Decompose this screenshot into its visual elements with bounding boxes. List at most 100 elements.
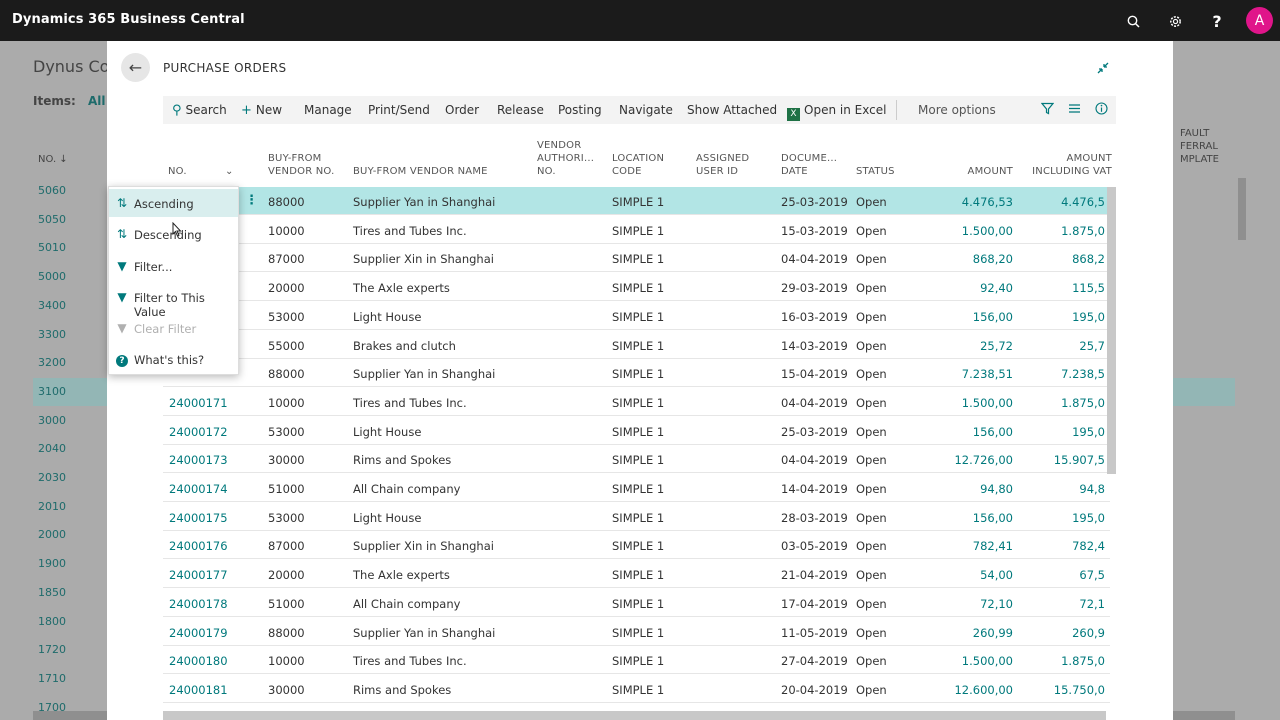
cell-amount-incl-vat[interactable]: 260,9 — [1072, 625, 1105, 640]
vertical-scrollbar[interactable] — [1107, 187, 1116, 474]
table-row[interactable]: 10000 Tires and Tubes Inc. SIMPLE 1 15-03-2… — [163, 216, 1110, 244]
table-row[interactable]: 24000180 10000 Tires and Tubes Inc. SIMPLE … — [163, 646, 1110, 675]
column-header-amount[interactable]: AMOUNT — [967, 166, 1013, 177]
row-actions-icon[interactable]: ⋮ — [245, 193, 258, 208]
manage-menu[interactable]: Manage — [304, 103, 352, 117]
open-in-excel-button[interactable]: X Open in Excel — [787, 103, 886, 121]
column-header-no[interactable]: NO. ⌄ — [168, 165, 233, 178]
table-row[interactable]: 24000178 51000 All Chain company SIMPLE 1 17… — [163, 589, 1110, 617]
cell-amount-incl-vat[interactable]: 25,7 — [1079, 338, 1105, 353]
menu-item-ascending[interactable]: ⇅ Ascending — [109, 189, 238, 217]
column-header-amount-incl-vat[interactable]: AMOUNT INCLUDING VAT — [1018, 152, 1112, 178]
cell-amount-incl-vat[interactable]: 868,2 — [1072, 252, 1105, 267]
table-row[interactable]: 24000179 88000 Supplier Yan in Shanghai SIM… — [163, 618, 1110, 646]
cell-no[interactable]: 24000179 — [169, 625, 228, 640]
cell-no[interactable]: 24000171 — [169, 395, 228, 410]
cell-amount[interactable]: 1.500,00 — [961, 223, 1013, 238]
cell-amount-incl-vat[interactable]: 1.875,0 — [1061, 395, 1105, 410]
cell-no[interactable]: 24000174 — [169, 482, 228, 496]
cell-amount[interactable]: 92,40 — [980, 281, 1013, 296]
table-row[interactable]: 24000174 51000 All Chain company SIMPLE 1 14… — [163, 474, 1110, 502]
cell-amount[interactable]: 4.476,53 — [961, 195, 1013, 209]
table-row[interactable]: 20000 The Axle experts SIMPLE 1 29-03-2019 O… — [163, 273, 1110, 302]
cell-amount-incl-vat[interactable]: 94,8 — [1079, 482, 1105, 496]
show-attached-button[interactable]: Show Attached — [687, 103, 778, 117]
order-menu[interactable]: Order — [445, 103, 480, 117]
menu-item-filter-to-value[interactable]: ▼ Filter to This Value — [109, 283, 238, 319]
cell-amount[interactable]: 12.600,00 — [954, 682, 1013, 697]
cell-amount-incl-vat[interactable]: 4.476,5 — [1061, 195, 1105, 209]
help-icon[interactable]: ? — [1212, 11, 1222, 31]
cell-no[interactable]: 24000173 — [169, 453, 228, 468]
cell-amount[interactable]: 156,00 — [972, 424, 1013, 439]
cell-amount[interactable]: 7.238,51 — [961, 367, 1013, 382]
cell-no[interactable]: 24000181 — [169, 682, 228, 697]
cell-no[interactable]: 24000177 — [169, 568, 228, 583]
cell-amount[interactable]: 72,10 — [980, 596, 1013, 611]
info-icon[interactable] — [1095, 102, 1108, 119]
navigate-menu[interactable]: Navigate — [619, 103, 673, 117]
cell-amount[interactable]: 156,00 — [972, 309, 1013, 324]
column-header-status[interactable]: STATUS — [856, 166, 895, 177]
cell-no[interactable]: 24000176 — [169, 539, 228, 554]
search-button[interactable]: ⚲ Search — [172, 103, 227, 118]
menu-item-descending[interactable]: ⇅ Descending — [109, 220, 238, 248]
table-row[interactable]: 88000 Supplier Yan in Shanghai SIMPLE 1 15-… — [163, 359, 1110, 388]
cell-amount[interactable]: 12.726,00 — [954, 453, 1013, 468]
table-row[interactable]: 55000 Brakes and clutch SIMPLE 1 14-03-2019… — [163, 331, 1110, 359]
cell-amount-incl-vat[interactable]: 195,0 — [1072, 309, 1105, 324]
table-row[interactable]: 24000181 30000 Rims and Spokes SIMPLE 1 20-0… — [163, 675, 1110, 703]
cell-amount-incl-vat[interactable]: 15.907,5 — [1053, 453, 1105, 468]
table-row[interactable]: 87000 Supplier Xin in Shanghai SIMPLE 1 04-… — [163, 244, 1110, 273]
table-row[interactable]: 88000 Supplier Yan in Shanghai SIMPLE 1 25-… — [163, 187, 1110, 215]
chevron-down-icon[interactable]: ⌄ — [225, 166, 234, 177]
cell-no[interactable]: 24000180 — [169, 654, 228, 669]
cell-amount-incl-vat[interactable]: 7.238,5 — [1061, 367, 1105, 382]
column-header-location[interactable]: LOCATION CODE — [612, 152, 664, 178]
table-row[interactable]: 53000 Light House SIMPLE 1 16-03-2019 Open 15… — [163, 302, 1110, 330]
table-row[interactable]: 24000176 87000 Supplier Xin in Shanghai SIM… — [163, 531, 1110, 560]
cell-amount-incl-vat[interactable]: 15.750,0 — [1053, 682, 1105, 697]
cell-no[interactable]: 24000172 — [169, 424, 228, 439]
cell-amount[interactable]: 260,99 — [972, 625, 1013, 640]
cell-amount[interactable]: 868,20 — [972, 252, 1013, 267]
column-header-vendor-name[interactable]: BUY-FROM VENDOR NAME — [353, 166, 488, 177]
app-title[interactable]: Dynamics 365 Business Central — [12, 12, 245, 27]
cell-amount[interactable]: 782,41 — [972, 539, 1013, 554]
table-row[interactable]: 24000177 20000 The Axle experts SIMPLE 1 21-… — [163, 560, 1110, 589]
cell-amount-incl-vat[interactable]: 1.875,0 — [1061, 223, 1105, 238]
print-send-menu[interactable]: Print/Send — [368, 103, 430, 117]
cell-amount-incl-vat[interactable]: 195,0 — [1072, 510, 1105, 525]
column-header-vendor-no[interactable]: BUY-FROM VENDOR NO. — [268, 152, 334, 178]
cell-amount-incl-vat[interactable]: 67,5 — [1079, 568, 1105, 583]
more-options-button[interactable]: More options — [918, 103, 996, 117]
cell-no[interactable]: 24000175 — [169, 510, 228, 525]
table-row[interactable]: 24000172 53000 Light House SIMPLE 1 25-03-20… — [163, 417, 1110, 445]
cell-amount[interactable]: 94,80 — [980, 482, 1013, 496]
filter-icon[interactable] — [1040, 102, 1055, 119]
cell-amount[interactable]: 156,00 — [972, 510, 1013, 525]
cell-amount[interactable]: 25,72 — [980, 338, 1013, 353]
column-header-assigned-user[interactable]: ASSIGNED USER ID — [696, 152, 749, 178]
menu-item-whats-this[interactable]: ? What's this? — [109, 345, 238, 373]
menu-item-filter[interactable]: ▼ Filter... — [109, 252, 238, 280]
table-row[interactable]: 24000173 30000 Rims and Spokes SIMPLE 1 04-0… — [163, 445, 1110, 474]
release-menu[interactable]: Release — [497, 103, 544, 117]
cell-amount-incl-vat[interactable]: 195,0 — [1072, 424, 1105, 439]
column-header-document-date[interactable]: DOCUME... DATE — [781, 152, 837, 178]
collapse-icon[interactable] — [1094, 59, 1112, 77]
gear-icon[interactable] — [1166, 12, 1184, 30]
table-row[interactable]: 24000175 53000 Light House SIMPLE 1 28-03-20… — [163, 503, 1110, 531]
back-button[interactable]: ← — [121, 53, 150, 82]
new-button[interactable]: + New — [241, 103, 282, 118]
posting-menu[interactable]: Posting — [558, 103, 602, 117]
search-icon[interactable] — [1124, 12, 1142, 30]
horizontal-scrollbar[interactable] — [163, 711, 1106, 720]
cell-amount-incl-vat[interactable]: 1.875,0 — [1061, 654, 1105, 669]
avatar[interactable]: A — [1246, 7, 1273, 34]
cell-no[interactable]: 24000178 — [169, 596, 228, 611]
cell-amount-incl-vat[interactable]: 115,5 — [1072, 281, 1105, 296]
list-view-icon[interactable] — [1068, 102, 1081, 119]
table-row[interactable]: 24000171 10000 Tires and Tubes Inc. SIMPLE … — [163, 388, 1110, 416]
cell-amount[interactable]: 54,00 — [980, 568, 1013, 583]
